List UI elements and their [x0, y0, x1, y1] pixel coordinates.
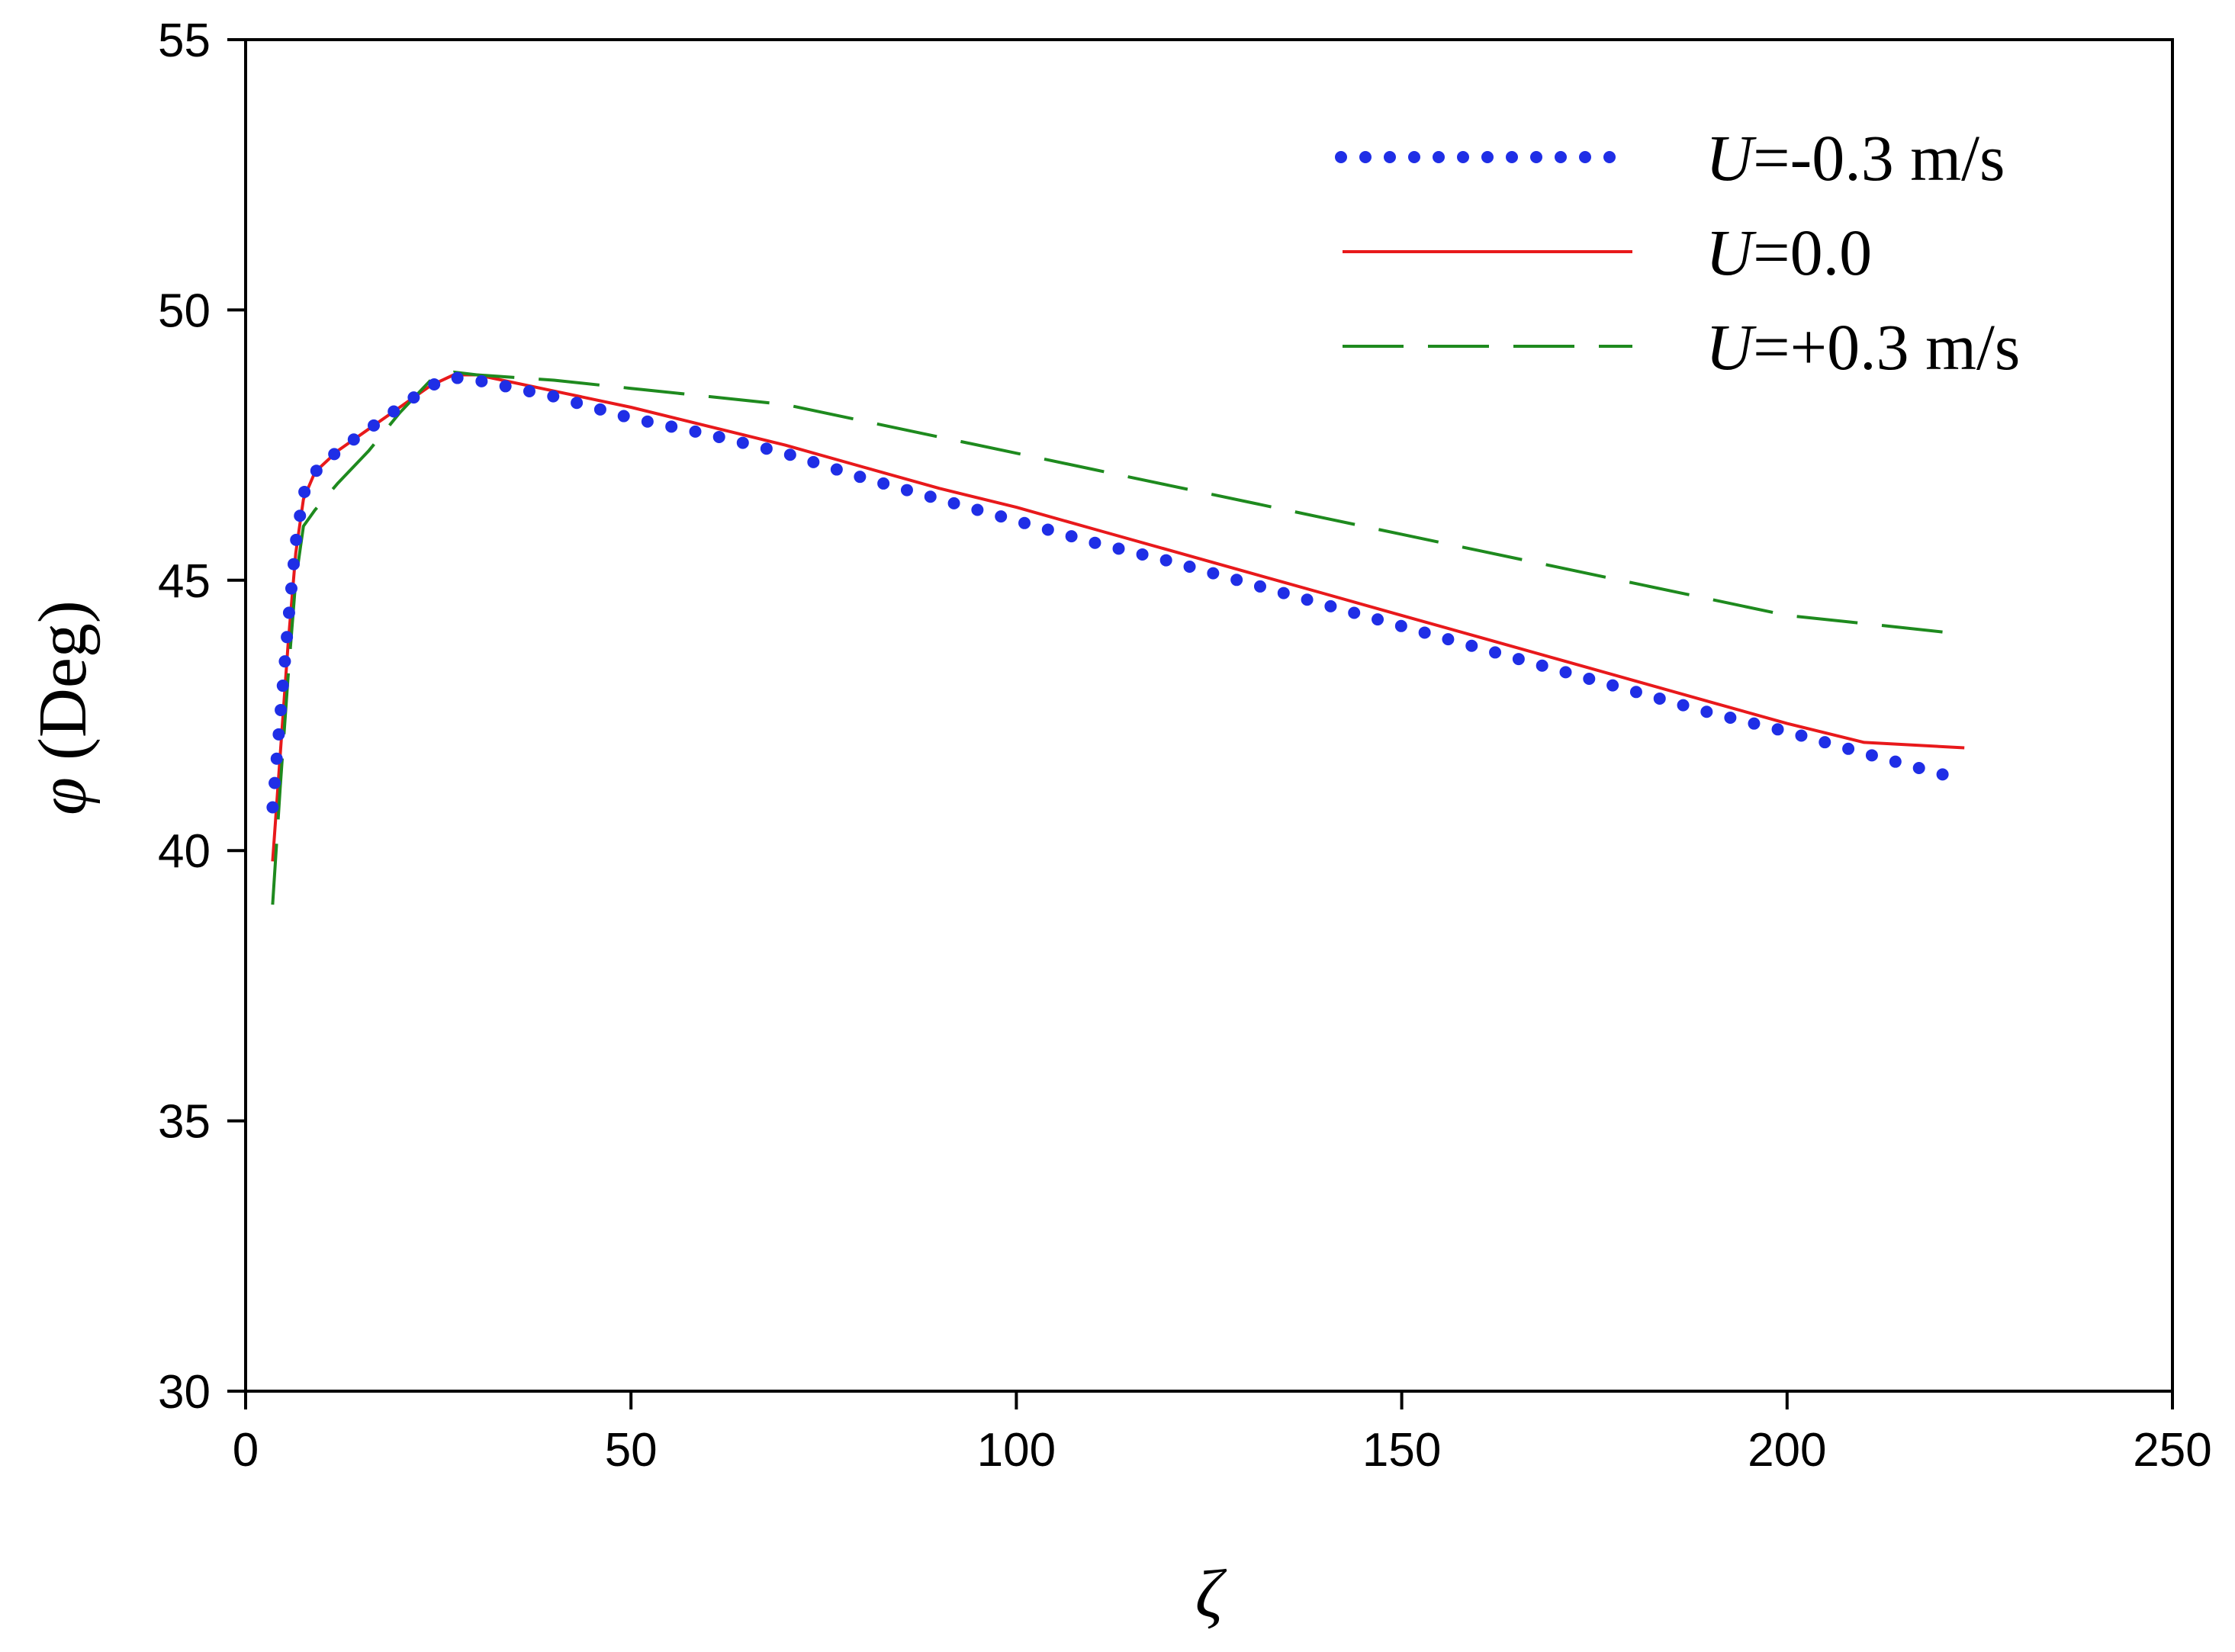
y-axis-symbol: φ — [25, 777, 101, 815]
ticks-layer: 0 50 100 150 200 250 30 35 40 45 50 55 — [158, 14, 2212, 1477]
y-axis-title: φ (Deg) — [25, 600, 101, 815]
legend-label-0: U=-0.3 m/s — [1706, 121, 2005, 194]
x-tick-label: 250 — [2133, 1424, 2211, 1477]
series-layer — [266, 370, 1971, 905]
y-tick-label: 40 — [158, 825, 211, 878]
x-tick-label: 150 — [1362, 1424, 1441, 1477]
legend-label-var: U — [1706, 121, 1757, 194]
legend-label-2: U=+0.3 m/s — [1706, 310, 2020, 384]
legend-label-1: U=0.0 — [1706, 216, 1872, 289]
series-line-2 — [271, 370, 1965, 905]
y-axis-unit: (Deg) — [25, 600, 101, 760]
x-tick-label: 50 — [605, 1424, 658, 1477]
x-tick-label: 200 — [1748, 1424, 1826, 1477]
legend-label-rest: =0.0 — [1753, 216, 1872, 289]
legend-label-var: U — [1706, 310, 1757, 384]
legend-label-rest: =-0.3 m/s — [1753, 121, 2005, 194]
legend-label-var: U — [1706, 216, 1757, 289]
plot-frame — [244, 38, 2174, 1393]
y-tick-label: 50 — [158, 284, 211, 337]
y-tick-label: 45 — [158, 555, 211, 608]
x-tick-label: 0 — [233, 1424, 259, 1477]
series-line-0 — [266, 371, 1971, 814]
legend: U=-0.3 m/sU=0.0U=+0.3 m/s — [1335, 121, 2020, 384]
y-tick-label: 55 — [158, 14, 211, 67]
legend-label-rest: =+0.3 m/s — [1753, 310, 2020, 384]
y-tick-label: 30 — [158, 1366, 211, 1419]
y-tick-label: 35 — [158, 1096, 211, 1149]
x-tick-label: 100 — [977, 1424, 1056, 1477]
x-axis-title: ζ — [1195, 1557, 1227, 1632]
